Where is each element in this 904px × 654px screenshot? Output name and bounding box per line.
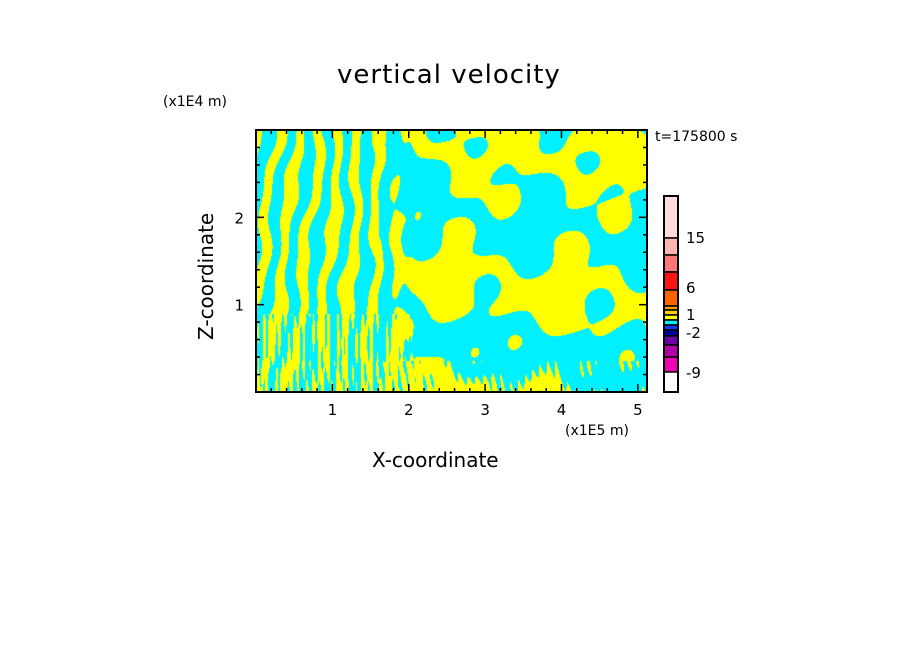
colorbar-label: 6 [686, 279, 696, 297]
contour-field [256, 130, 647, 392]
colorbar-swatch [663, 195, 679, 239]
x-axis-label: X-coordinate [372, 448, 499, 472]
colorbar-swatch [663, 237, 679, 256]
x-tick-label: 5 [633, 401, 643, 419]
x-tick-label: 4 [557, 401, 567, 419]
colorbar-label: 1 [686, 306, 696, 324]
colorbar-frame [663, 195, 679, 393]
colorbar-swatch [663, 271, 679, 291]
plot-frame [255, 129, 648, 393]
x-tick-label: 3 [480, 401, 490, 419]
colorbar-swatch [663, 329, 679, 337]
y-axis-unit: (x1E4 m) [163, 94, 227, 110]
colorbar-swatch [663, 254, 679, 273]
colorbar-swatch [663, 344, 679, 358]
colorbar-swatch [663, 356, 679, 373]
colorbar-label: -2 [686, 324, 701, 342]
colorbar-label: 15 [686, 229, 705, 247]
chart-title: vertical velocity [337, 60, 561, 90]
colorbar-swatch [663, 335, 679, 346]
x-axis-unit: (x1E5 m) [565, 423, 629, 439]
y-tick-label: 1 [234, 297, 244, 315]
x-tick-label: 1 [328, 401, 338, 419]
time-annotation: t=175800 s [655, 129, 738, 145]
x-tick-label: 2 [404, 401, 414, 419]
colorbar-label: -9 [686, 364, 701, 382]
y-tick-label: 2 [234, 209, 244, 227]
colorbar-swatch [663, 289, 679, 307]
